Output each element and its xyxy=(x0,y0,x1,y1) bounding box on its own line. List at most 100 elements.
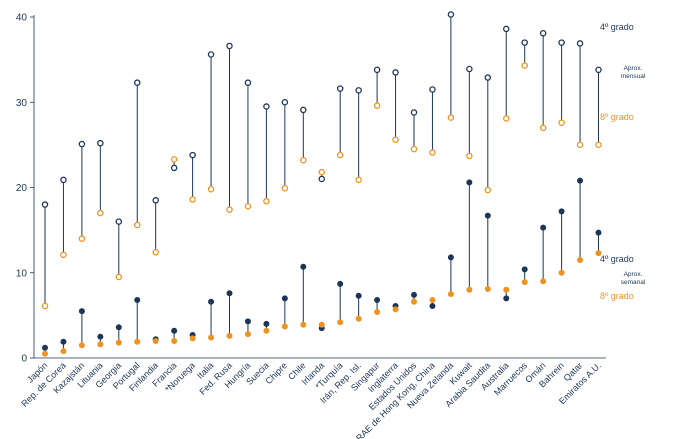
point-weekly-grade8 xyxy=(281,323,288,330)
point-monthly-grade8 xyxy=(263,197,270,205)
point-monthly-grade4 xyxy=(60,176,67,184)
connector-lines xyxy=(44,14,599,354)
point-weekly-grade8 xyxy=(577,256,584,263)
point-monthly-grade8 xyxy=(447,114,455,121)
point-weekly-grade4 xyxy=(540,224,547,231)
point-weekly-grade4 xyxy=(60,338,67,345)
point-weekly-grade4 xyxy=(484,212,491,219)
legend-monthly-note-2: mensual xyxy=(621,73,646,80)
point-weekly-grade4 xyxy=(244,318,251,325)
point-weekly-grade4 xyxy=(171,327,178,334)
point-monthly-grade8 xyxy=(133,221,141,229)
point-monthly-grade8 xyxy=(189,196,196,203)
point-weekly-grade8 xyxy=(337,319,344,326)
point-weekly-grade8 xyxy=(595,250,602,257)
point-monthly-grade8 xyxy=(355,176,362,184)
point-weekly-grade4 xyxy=(447,254,454,261)
point-monthly-grade8 xyxy=(429,149,436,156)
legend: 4º grado Aprox. mensual 8º grado 4º grad… xyxy=(600,22,646,301)
point-monthly-grade8 xyxy=(300,156,307,164)
point-weekly-grade4 xyxy=(115,324,122,331)
point-monthly-grade4 xyxy=(521,39,528,46)
point-weekly-grade4 xyxy=(374,297,381,304)
point-monthly-grade4 xyxy=(300,106,307,114)
y-tick-label: 20 xyxy=(16,183,28,194)
point-monthly-grade8 xyxy=(539,124,547,132)
point-weekly-grade8 xyxy=(263,327,270,334)
point-monthly-grade4 xyxy=(336,85,344,92)
point-weekly-grade8 xyxy=(392,306,399,313)
point-monthly-grade4 xyxy=(152,197,159,204)
point-monthly-grade4 xyxy=(447,11,455,18)
point-monthly-grade8 xyxy=(502,115,510,122)
legend-monthly-grade8: 8º grado xyxy=(600,112,634,122)
point-monthly-grade8 xyxy=(336,151,344,159)
point-monthly-grade4 xyxy=(97,139,104,147)
point-monthly-grade8 xyxy=(244,203,252,210)
point-monthly-grade4 xyxy=(263,103,270,110)
point-monthly-grade4 xyxy=(558,39,565,46)
point-monthly-grade4 xyxy=(576,40,584,47)
point-monthly-grade8 xyxy=(170,156,178,163)
point-monthly-grade4 xyxy=(392,69,399,76)
legend-monthly-note-1: Aprox. xyxy=(624,65,643,72)
point-monthly-grade8 xyxy=(60,251,67,259)
point-weekly-grade4 xyxy=(226,290,233,297)
point-weekly-grade4 xyxy=(558,208,565,215)
point-monthly-grade4 xyxy=(207,51,215,58)
y-tick-label: 10 xyxy=(16,268,28,279)
legend-weekly-grade4: 4º grado xyxy=(600,254,634,264)
point-monthly-grade4 xyxy=(115,218,123,225)
point-weekly-grade4 xyxy=(410,291,417,298)
point-monthly-grade8 xyxy=(115,273,123,281)
point-weekly-grade8 xyxy=(410,298,417,305)
point-weekly-grade8 xyxy=(355,315,362,322)
point-weekly-grade8 xyxy=(429,297,436,304)
point-monthly-grade8 xyxy=(484,186,492,194)
point-weekly-grade8 xyxy=(318,321,325,328)
point-weekly-grade4 xyxy=(355,292,362,299)
point-monthly-grade4 xyxy=(244,79,252,86)
y-axis: 0 10 20 30 40 xyxy=(16,13,35,365)
point-weekly-grade8 xyxy=(115,339,122,346)
point-weekly-grade4 xyxy=(134,297,141,304)
point-monthly-grade4 xyxy=(78,140,86,148)
point-weekly-grade4 xyxy=(42,344,49,351)
point-monthly-grade4 xyxy=(189,151,196,159)
point-weekly-grade8 xyxy=(540,278,547,285)
point-weekly-grade4 xyxy=(503,295,510,302)
point-monthly-grade4 xyxy=(484,74,492,81)
point-weekly-grade8 xyxy=(152,337,159,344)
point-monthly-grade4 xyxy=(318,175,325,183)
point-weekly-grade8 xyxy=(189,335,196,342)
point-monthly-grade8 xyxy=(318,168,325,176)
legend-weekly-note-1: Aprox. xyxy=(624,271,643,278)
point-weekly-grade8 xyxy=(484,285,491,292)
point-monthly-grade4 xyxy=(410,109,418,116)
point-monthly-grade8 xyxy=(41,302,49,310)
point-weekly-grade8 xyxy=(60,348,67,355)
point-monthly-grade8 xyxy=(466,152,473,160)
point-weekly-grade8 xyxy=(244,331,251,338)
point-monthly-grade4 xyxy=(170,164,178,172)
point-monthly-grade4 xyxy=(281,99,289,106)
point-weekly-grade8 xyxy=(134,338,141,345)
point-monthly-grade4 xyxy=(133,79,141,86)
point-weekly-grade4 xyxy=(300,263,307,270)
point-monthly-grade4 xyxy=(429,86,436,93)
point-weekly-grade4 xyxy=(263,320,270,327)
point-monthly-grade8 xyxy=(78,235,86,242)
point-monthly-grade4 xyxy=(373,66,381,74)
point-weekly-grade8 xyxy=(42,350,49,357)
point-monthly-grade8 xyxy=(521,62,528,69)
point-monthly-grade8 xyxy=(392,136,399,144)
point-weekly-grade8 xyxy=(78,342,85,349)
point-monthly-grade8 xyxy=(281,185,289,192)
y-tick-label: 30 xyxy=(16,98,28,109)
point-weekly-grade4 xyxy=(466,179,473,186)
point-weekly-grade8 xyxy=(466,286,473,293)
point-weekly-grade4 xyxy=(78,308,85,315)
point-weekly-grade8 xyxy=(558,269,565,276)
point-weekly-grade4 xyxy=(281,295,288,302)
point-weekly-grade8 xyxy=(171,337,178,344)
